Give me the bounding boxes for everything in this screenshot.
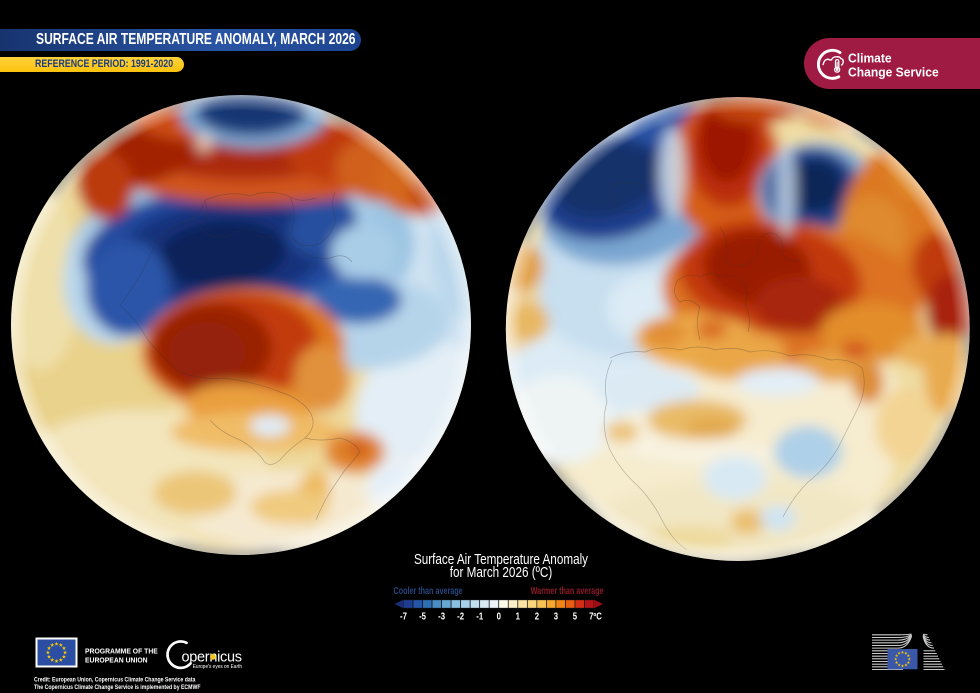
svg-text:Climate: Climate	[848, 51, 892, 65]
svg-text:Change Service: Change Service	[848, 65, 939, 79]
svg-text:PROGRAMME OF THE: PROGRAMME OF THE	[85, 646, 158, 655]
svg-text:Credit: European Union, Copern: Credit: European Union, Copernicus Clima…	[34, 677, 196, 684]
svg-text:Europe's eyes on Earth: Europe's eyes on Earth	[193, 664, 242, 671]
svg-text:-7: -7	[400, 610, 407, 621]
svg-text:-3: -3	[438, 610, 445, 621]
svg-text:3: 3	[554, 610, 558, 621]
svg-text:-2: -2	[457, 610, 464, 621]
svg-text:Warmer than average: Warmer than average	[531, 585, 604, 596]
svg-text:5: 5	[573, 610, 577, 621]
svg-text:0: 0	[497, 610, 501, 621]
svg-text:The Copernicus Climate Change: The Copernicus Climate Change Service is…	[34, 684, 201, 691]
svg-text:-5: -5	[419, 610, 426, 621]
svg-text:Cooler than average: Cooler than average	[394, 585, 463, 596]
svg-text:7ºC: 7ºC	[589, 610, 602, 621]
svg-text:1: 1	[516, 610, 520, 621]
svg-text:-1: -1	[476, 610, 483, 621]
svg-text:EUROPEAN UNION: EUROPEAN UNION	[85, 655, 148, 664]
svg-text:2: 2	[535, 610, 539, 621]
